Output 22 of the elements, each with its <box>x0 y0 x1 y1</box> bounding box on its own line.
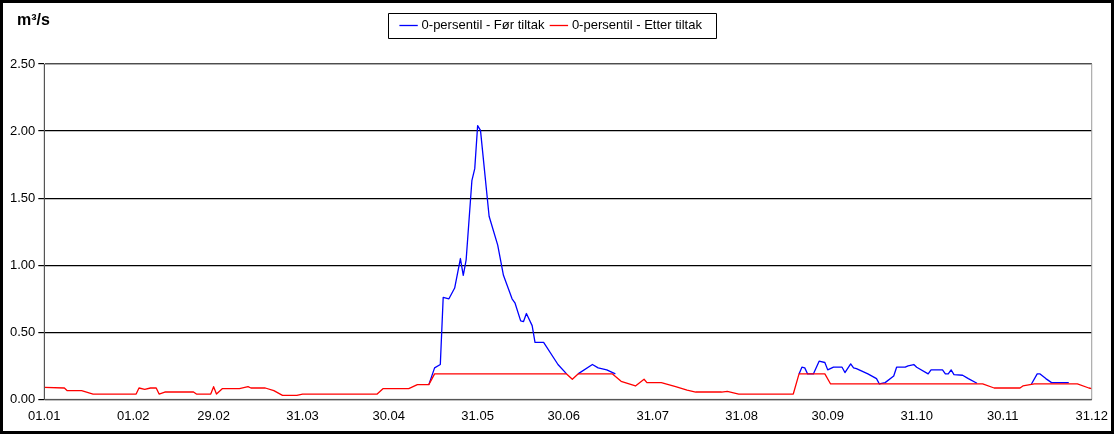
x-tick-label: 31.03 <box>286 407 319 423</box>
y-tick-label: 0.50 <box>9 323 36 339</box>
x-tick-label: 31.10 <box>900 407 933 423</box>
y-tick-label: 0.00 <box>9 390 36 406</box>
x-tick-label: 30.04 <box>372 407 405 423</box>
y-tick-label: 1.00 <box>9 256 36 272</box>
y-tick-label: 2.50 <box>9 55 36 71</box>
x-tick-label: 31.05 <box>461 407 494 423</box>
y-tick-label: 1.50 <box>9 189 36 205</box>
y-tick-label: 2.00 <box>9 122 36 138</box>
x-tick-label: 30.09 <box>811 407 844 423</box>
x-tick-label: 29.02 <box>197 407 230 423</box>
legend-label: 0-persentil - Før tiltak <box>421 17 545 33</box>
x-tick-label: 30.06 <box>547 407 580 423</box>
x-tick-label: 30.11 <box>986 407 1019 423</box>
x-tick-label: 31.08 <box>725 407 758 423</box>
x-tick-label: 01.01 <box>28 407 61 423</box>
y-axis-title: m³/s <box>17 11 50 29</box>
x-tick-label: 01.02 <box>116 407 150 423</box>
x-tick-label: 31.12 <box>1075 407 1109 423</box>
legend-label: 0-persentil - Etter tiltak <box>571 17 703 33</box>
x-tick-label: 31.07 <box>636 407 669 423</box>
